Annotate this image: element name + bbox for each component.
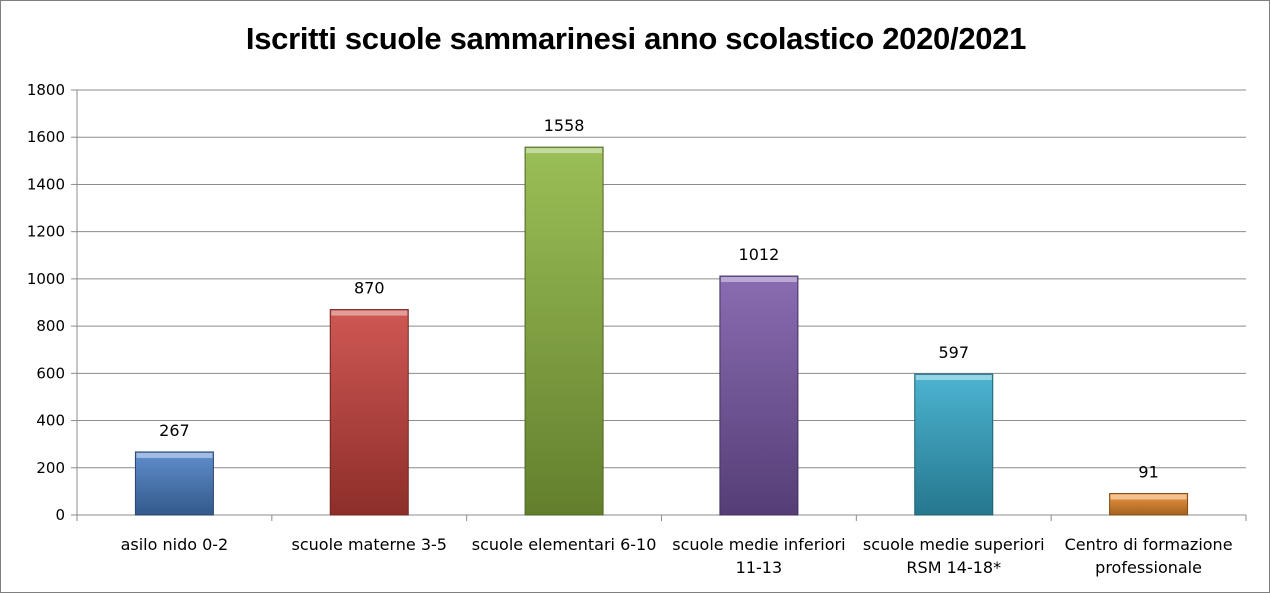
y-tick-label: 0 <box>55 506 65 524</box>
y-tick-label: 1200 <box>27 223 65 241</box>
category-label: 11-13 <box>736 558 783 577</box>
bar <box>134 451 214 516</box>
gridlines <box>77 89 1246 469</box>
data-label: 870 <box>354 279 385 298</box>
data-label: 1012 <box>739 245 780 264</box>
bar-highlight <box>720 277 797 283</box>
bar <box>524 146 604 516</box>
y-tick-label: 1400 <box>27 175 65 193</box>
category-label: scuole elementari 6-10 <box>472 535 657 554</box>
data-label: 91 <box>1138 463 1158 482</box>
y-tick-label: 1600 <box>27 128 65 146</box>
bar <box>719 275 799 516</box>
category-labels: asilo nido 0-2 scuole materne 3-5 scuole e… <box>121 535 1233 577</box>
y-tick-labels: 0 200 400 600 800 1000 1200 1400 1600 1800 <box>27 81 65 524</box>
bar-highlight <box>331 310 408 316</box>
chart-title: Iscritti scuole sammarinesi anno scolast… <box>245 21 1027 56</box>
y-tick-label: 800 <box>36 317 65 335</box>
y-tick-label: 1000 <box>27 270 65 288</box>
data-label: 267 <box>159 421 190 440</box>
data-labels: 267 870 1558 1012 597 91 <box>159 116 1159 481</box>
bar-highlight <box>136 452 213 458</box>
bar-highlight <box>526 148 603 154</box>
category-label: professionale <box>1095 558 1202 577</box>
axes <box>71 89 1247 521</box>
category-label: Centro di formazione <box>1065 535 1233 554</box>
category-label: asilo nido 0-2 <box>121 535 229 554</box>
bars <box>134 146 1189 516</box>
category-label: RSM 14-18* <box>906 558 1001 577</box>
bar-highlight <box>915 375 992 381</box>
bar-highlight <box>1110 494 1187 500</box>
category-label: scuole medie inferiori <box>672 535 845 554</box>
bar <box>329 309 409 516</box>
data-label: 1558 <box>544 116 585 135</box>
category-label: scuole medie superiori <box>863 535 1045 554</box>
y-tick-label: 600 <box>36 364 65 382</box>
y-tick-label: 200 <box>36 459 65 477</box>
y-tick-label: 1800 <box>27 81 65 99</box>
bar <box>914 373 994 516</box>
category-label: scuole materne 3-5 <box>292 535 447 554</box>
data-label: 597 <box>938 343 969 362</box>
y-tick-label: 400 <box>36 412 65 430</box>
